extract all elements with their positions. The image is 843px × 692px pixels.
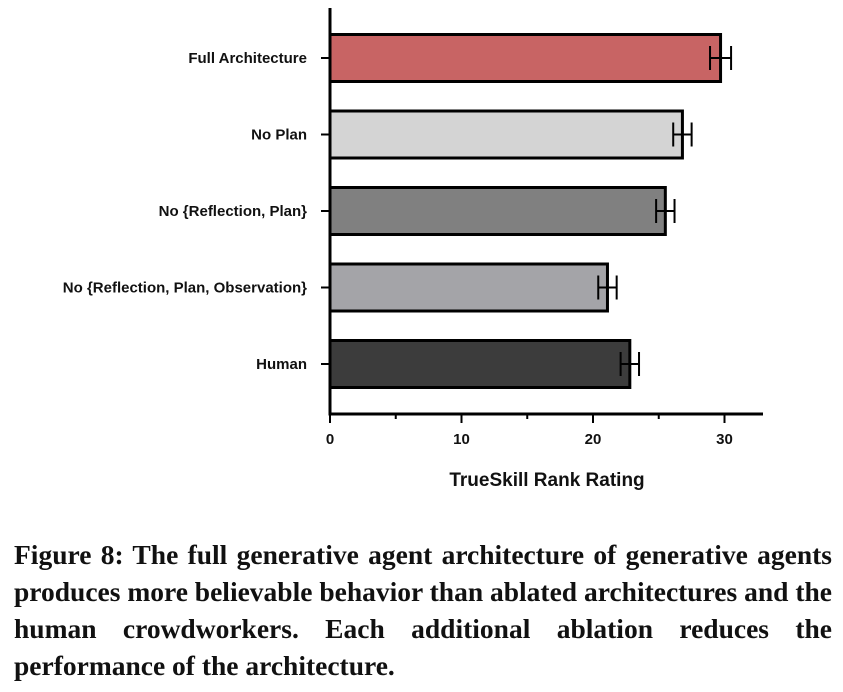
bar-chart: Full Architecture No Plan No {Reflection, … — [63, 8, 763, 491]
category-label-no-reflection-plan: No {Reflection, Plan} — [159, 203, 308, 220]
bar-full-architecture — [328, 33, 723, 83]
figure-caption: Figure 8: The full generative agent arch… — [14, 539, 832, 681]
x-tick-label-10: 10 — [453, 431, 470, 448]
category-labels-group: Full Architecture No Plan No {Reflection, … — [63, 50, 330, 373]
error-bar-no-reflection-plan-observation — [597, 275, 618, 300]
category-label-full-architecture: Full Architecture — [188, 50, 307, 67]
x-tick-label-20: 20 — [585, 431, 602, 448]
bar-no-reflection-plan — [328, 186, 667, 236]
x-tick-label-30: 30 — [716, 431, 733, 448]
x-axis-title: TrueSkill Rank Rating — [449, 470, 644, 491]
error-bars-group — [597, 46, 733, 376]
error-bar-no-plan — [672, 122, 693, 147]
category-label-no-plan: No Plan — [251, 127, 307, 144]
error-bar-human — [619, 352, 641, 376]
category-label-human: Human — [256, 356, 307, 373]
bar-no-plan — [328, 109, 684, 160]
error-bar-full-architecture — [709, 46, 733, 70]
x-tick-label-0: 0 — [326, 431, 334, 448]
category-label-no-reflection-plan-observation: No {Reflection, Plan, Observation} — [63, 280, 307, 297]
x-ticks-group: 0 10 20 30 — [326, 414, 733, 448]
bars-group — [328, 33, 723, 389]
bar-human — [328, 339, 632, 389]
bar-no-reflection-plan-observation — [328, 262, 609, 313]
error-bar-no-reflection-plan — [655, 199, 676, 223]
